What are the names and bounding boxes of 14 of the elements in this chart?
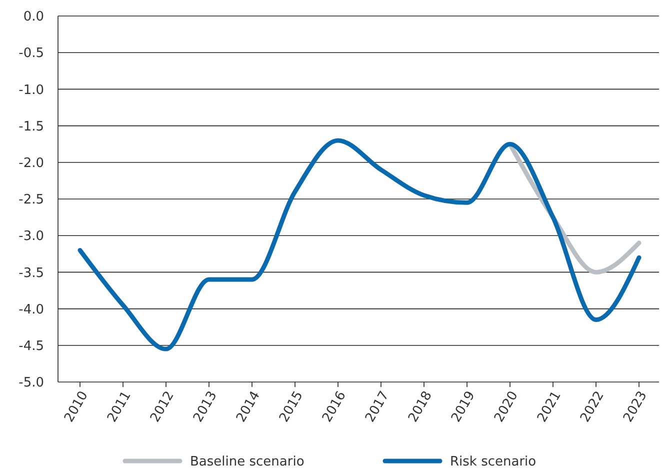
y-tick-label: 0.0 (23, 10, 44, 25)
y-tick-label: -2.0 (18, 156, 44, 171)
legend-label: Baseline scenario (190, 454, 304, 470)
line-series (78, 138, 642, 352)
y-tick-label: -0.5 (18, 46, 44, 62)
y-tick-label: -2.5 (18, 192, 44, 208)
y-tick-label: -5.0 (18, 376, 44, 391)
y-tick-label: -4.5 (18, 338, 44, 354)
y-tick-label: -1.5 (18, 119, 44, 134)
y-tick-label: -3.5 (18, 266, 44, 281)
y-tick-label: -3.0 (18, 229, 44, 244)
legend-label: Risk scenario (450, 454, 536, 470)
y-tick-label: -4.0 (18, 302, 44, 318)
y-tick-label: -1.0 (18, 82, 44, 98)
